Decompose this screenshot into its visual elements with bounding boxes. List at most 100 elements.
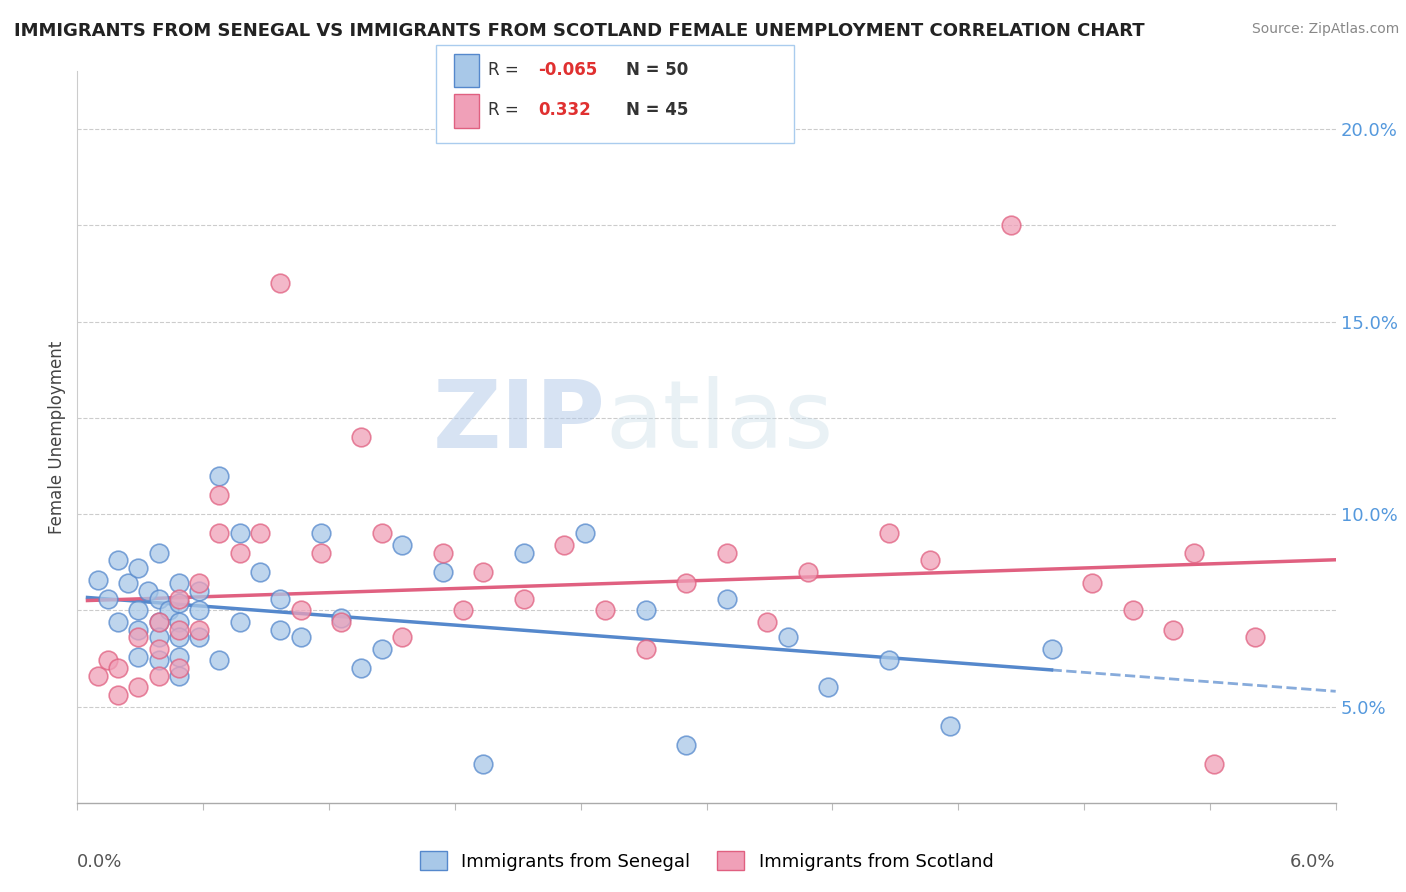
Point: [148, 591, 170, 606]
Point: [107, 553, 129, 567]
Point: [167, 669, 190, 683]
Point: [350, 430, 373, 444]
Point: [157, 603, 180, 617]
Point: [188, 623, 211, 637]
Point: [208, 653, 231, 667]
Point: [167, 615, 190, 629]
Point: [553, 538, 575, 552]
Point: [634, 603, 657, 617]
Point: [188, 603, 211, 617]
Point: [716, 591, 738, 606]
Text: 0.0%: 0.0%: [77, 853, 122, 871]
Point: [127, 649, 149, 664]
Point: [391, 630, 413, 644]
Point: [167, 661, 190, 675]
Point: [167, 649, 190, 664]
Point: [330, 611, 353, 625]
Point: [269, 623, 291, 637]
Point: [208, 526, 231, 541]
Point: [1040, 641, 1063, 656]
Point: [1122, 603, 1144, 617]
Text: Source: ZipAtlas.com: Source: ZipAtlas.com: [1251, 22, 1399, 37]
Point: [1182, 545, 1205, 559]
Point: [188, 576, 211, 591]
Point: [269, 591, 291, 606]
Point: [138, 584, 160, 599]
Point: [148, 653, 170, 667]
Point: [86, 573, 108, 587]
Point: [107, 661, 129, 675]
Point: [117, 576, 139, 591]
Point: [148, 545, 170, 559]
Point: [1163, 623, 1185, 637]
Point: [148, 615, 170, 629]
Point: [451, 603, 474, 617]
Point: [188, 630, 211, 644]
Point: [432, 565, 454, 579]
Point: [877, 653, 900, 667]
Point: [167, 576, 190, 591]
Point: [472, 565, 495, 579]
Text: IMMIGRANTS FROM SENEGAL VS IMMIGRANTS FROM SCOTLAND FEMALE UNEMPLOYMENT CORRELAT: IMMIGRANTS FROM SENEGAL VS IMMIGRANTS FR…: [14, 22, 1144, 40]
Text: ZIP: ZIP: [433, 376, 606, 468]
Point: [797, 565, 820, 579]
Point: [148, 630, 170, 644]
Point: [167, 591, 190, 606]
Point: [675, 738, 697, 752]
Point: [513, 591, 536, 606]
Point: [513, 545, 536, 559]
Point: [756, 615, 779, 629]
Text: atlas: atlas: [606, 376, 834, 468]
Point: [97, 591, 120, 606]
Point: [148, 615, 170, 629]
Point: [86, 669, 108, 683]
Point: [776, 630, 799, 644]
Point: [290, 603, 312, 617]
Point: [1000, 219, 1022, 233]
Point: [269, 276, 291, 290]
Point: [817, 681, 839, 695]
Point: [371, 641, 394, 656]
Point: [127, 681, 149, 695]
Point: [167, 630, 190, 644]
Point: [188, 584, 211, 599]
Y-axis label: Female Unemployment: Female Unemployment: [48, 341, 66, 533]
Point: [918, 553, 941, 567]
Point: [675, 576, 697, 591]
Point: [228, 615, 250, 629]
Point: [1081, 576, 1104, 591]
Point: [939, 719, 962, 733]
Point: [309, 545, 332, 559]
Point: [127, 623, 149, 637]
Point: [167, 623, 190, 637]
Point: [97, 653, 120, 667]
Point: [371, 526, 394, 541]
Point: [127, 561, 149, 575]
Point: [228, 545, 250, 559]
Point: [593, 603, 616, 617]
Text: N = 45: N = 45: [626, 101, 688, 119]
Point: [391, 538, 413, 552]
Point: [208, 488, 231, 502]
Legend: Immigrants from Senegal, Immigrants from Scotland: Immigrants from Senegal, Immigrants from…: [412, 844, 1001, 878]
Point: [472, 757, 495, 772]
Point: [1202, 757, 1225, 772]
Text: R =: R =: [488, 101, 529, 119]
Point: [249, 565, 271, 579]
Point: [290, 630, 312, 644]
Point: [309, 526, 332, 541]
Point: [634, 641, 657, 656]
Point: [1243, 630, 1265, 644]
Point: [350, 661, 373, 675]
Text: N = 50: N = 50: [626, 62, 688, 79]
Point: [107, 688, 129, 702]
Point: [716, 545, 738, 559]
Text: 0.332: 0.332: [538, 101, 592, 119]
Point: [877, 526, 900, 541]
Point: [432, 545, 454, 559]
Point: [208, 468, 231, 483]
Point: [107, 615, 129, 629]
Point: [127, 630, 149, 644]
Point: [127, 603, 149, 617]
Text: -0.065: -0.065: [538, 62, 598, 79]
